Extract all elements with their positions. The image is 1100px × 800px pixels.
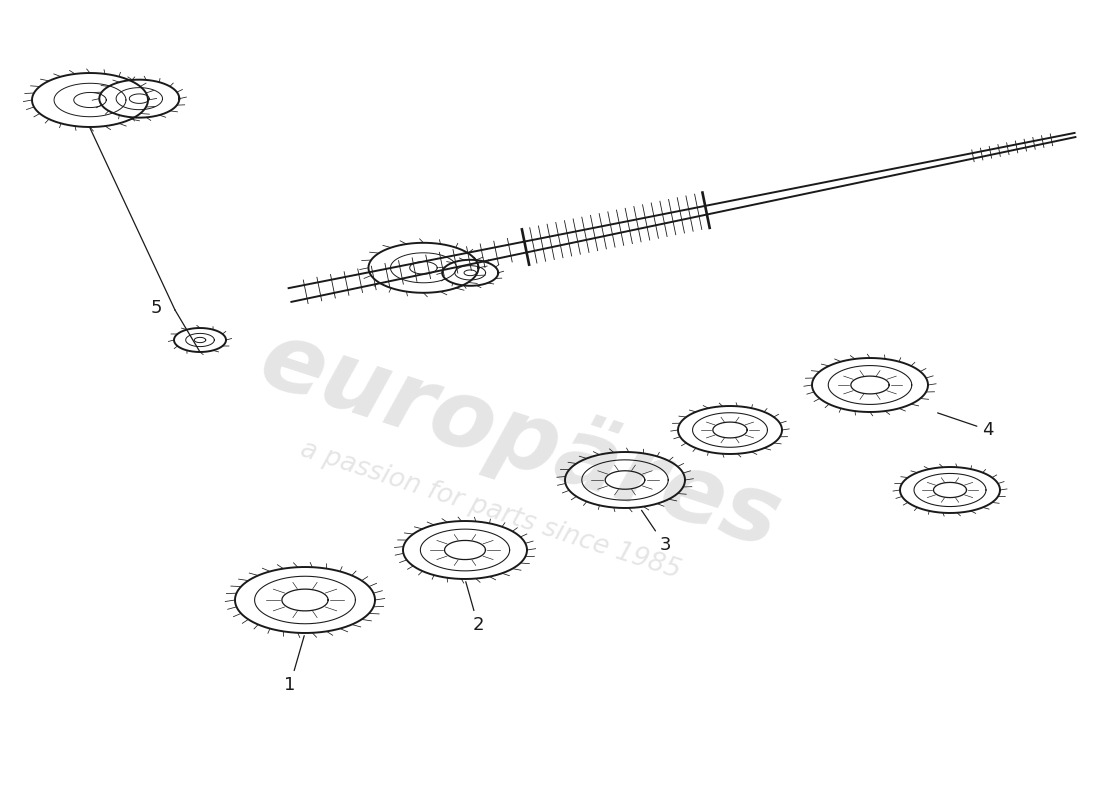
Text: 3: 3 xyxy=(641,510,671,554)
Text: 1: 1 xyxy=(284,636,305,694)
Text: 4: 4 xyxy=(937,413,993,439)
Text: 5: 5 xyxy=(151,299,162,317)
Text: europäres: europäres xyxy=(249,312,792,568)
Text: 2: 2 xyxy=(465,582,484,634)
Text: a passion for parts since 1985: a passion for parts since 1985 xyxy=(297,436,683,584)
